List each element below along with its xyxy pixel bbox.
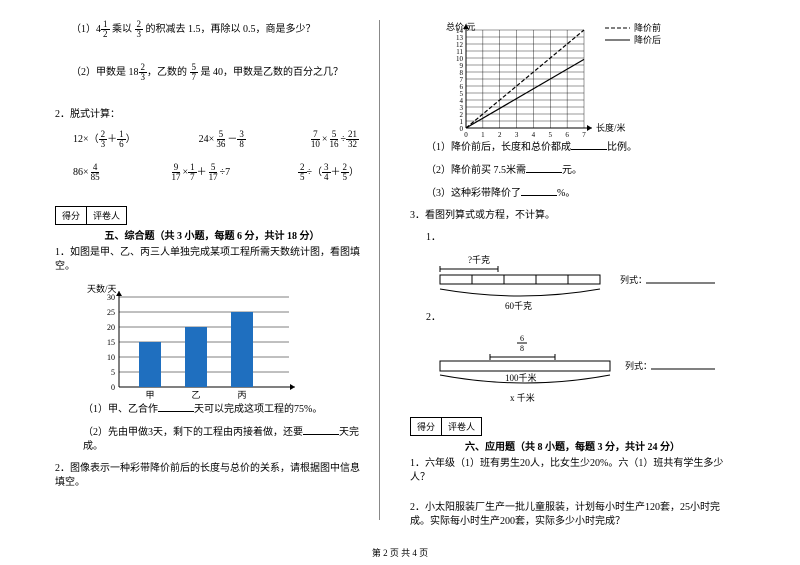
- svg-text:5: 5: [111, 368, 115, 377]
- problem-2: 2．脱式计算：: [55, 108, 369, 122]
- sec5-q1-1: （1）甲、乙合作天可以完成这项工程的75%。: [83, 402, 369, 417]
- frac-half: 12: [101, 20, 110, 39]
- svg-text:列式：: 列式：: [620, 274, 647, 285]
- svg-text:60千克: 60千克: [505, 301, 532, 311]
- frac-18-2-3: 23: [139, 63, 148, 82]
- svg-text:4: 4: [532, 131, 536, 139]
- sec5-q2: 2．图像表示一种彩带降价前后的长度与总价的关系，请根据图中信息填空。: [55, 462, 369, 490]
- svg-text:8: 8: [520, 344, 524, 353]
- section-5-title: 五、综合题（共 3 小题，每题 6 分，共计 18 分）: [55, 227, 369, 242]
- svg-text:6: 6: [565, 131, 569, 139]
- q1-1: （1）412 乘以 23 的积减去 1.5，再除以 0.5，商是多少？: [71, 20, 369, 39]
- svg-text:6: 6: [460, 83, 464, 91]
- svg-text:9: 9: [460, 62, 464, 70]
- svg-text:10: 10: [456, 55, 464, 63]
- reviewer-label: 评卷人: [442, 417, 482, 436]
- svg-text:0: 0: [460, 125, 464, 133]
- svg-text:甲: 甲: [145, 390, 154, 400]
- svg-text:11: 11: [456, 48, 463, 56]
- svg-text:8: 8: [460, 69, 464, 77]
- score-box-6: 得分 评卷人: [410, 417, 735, 436]
- num-1: 1．: [426, 231, 735, 245]
- score-label: 得分: [55, 206, 87, 225]
- svg-text:2: 2: [460, 111, 464, 119]
- svg-text:0: 0: [111, 383, 115, 392]
- r-q3: （3）这种彩带降价了%。: [426, 186, 735, 201]
- diagram-1: ?千克 60千克 列式：: [410, 253, 735, 311]
- sec5-q1-2: （2）先由甲做3天，剩下的工程由丙接着做，还要天完成。: [83, 425, 369, 454]
- expr-row-2: 86×485 917×17＋517÷7 25÷（34＋25）: [73, 163, 359, 182]
- sec5-q3: 3．看图列算式或方程，不计算。: [410, 209, 735, 223]
- svg-text:列式：: 列式：: [625, 360, 652, 371]
- q1-2: （2）甲数是 1823，乙数的 57 是 40，甲数是乙数的百分之几？: [71, 63, 369, 82]
- svg-text:丙: 丙: [237, 390, 246, 400]
- svg-text:0: 0: [464, 131, 468, 139]
- svg-text:3: 3: [460, 104, 464, 112]
- svg-text:6: 6: [520, 334, 524, 343]
- expr-row-1: 12×（23＋16） 24×536－38 710×516÷2132: [73, 130, 359, 149]
- svg-text:5: 5: [460, 90, 464, 98]
- svg-text:x 千米: x 千米: [510, 392, 535, 403]
- svg-text:1: 1: [481, 131, 485, 139]
- svg-text:2: 2: [498, 131, 502, 139]
- svg-text:30: 30: [107, 293, 115, 302]
- line-chart: 降价前降价后总价/元0123456701234567891011121314长度…: [440, 20, 735, 140]
- bar-chart: 天数/天051015202530甲乙丙: [85, 282, 369, 402]
- r-q1: （1）降价前后，长度和总价都成比例。: [426, 140, 735, 155]
- section-6-title: 六、应用题（共 8 小题，每题 3 分，共计 24 分）: [410, 438, 735, 453]
- svg-text:10: 10: [107, 353, 115, 362]
- num-2: 2．: [426, 311, 735, 325]
- svg-text:1: 1: [460, 118, 464, 126]
- svg-text:5: 5: [549, 131, 553, 139]
- svg-text:乙: 乙: [191, 390, 200, 400]
- svg-text:13: 13: [456, 34, 464, 42]
- svg-text:20: 20: [107, 323, 115, 332]
- sec5-q1: 1．如图是甲、乙、丙三人单独完成某项工程所需天数统计图，看图填空。: [55, 246, 369, 274]
- svg-text:降价前: 降价前: [634, 22, 661, 33]
- svg-text:?千克: ?千克: [468, 255, 490, 265]
- svg-text:12: 12: [456, 41, 464, 49]
- svg-text:7: 7: [460, 76, 464, 84]
- svg-text:降价后: 降价后: [634, 34, 661, 45]
- svg-text:100千米: 100千米: [505, 372, 537, 383]
- svg-text:14: 14: [456, 27, 464, 35]
- svg-text:4: 4: [460, 97, 464, 105]
- reviewer-label: 评卷人: [87, 206, 127, 225]
- svg-text:25: 25: [107, 308, 115, 317]
- sec6-q1: 1．六年级（1）班有男生20人，比女生少20%。六（1）班共有学生多少人？: [410, 457, 735, 485]
- page-footer: 第 2 页 共 4 页: [0, 546, 800, 559]
- score-box-5: 得分 评卷人: [55, 206, 369, 225]
- frac-2-3: 23: [135, 20, 144, 39]
- diagram-2: 6 8 100千米 x 千米 列式：: [410, 333, 735, 403]
- svg-text:7: 7: [582, 131, 586, 139]
- score-label: 得分: [410, 417, 442, 436]
- svg-text:长度/米: 长度/米: [596, 122, 626, 133]
- svg-text:15: 15: [107, 338, 115, 347]
- r-q2: （2）降价前买 7.5米需元。: [426, 163, 735, 178]
- svg-text:3: 3: [515, 131, 519, 139]
- sec6-q2: 2．小太阳服装厂生产一批儿童服装，计划每小时生产120套，25小时完成。实际每小…: [410, 501, 735, 529]
- frac-5-7: 57: [190, 63, 199, 82]
